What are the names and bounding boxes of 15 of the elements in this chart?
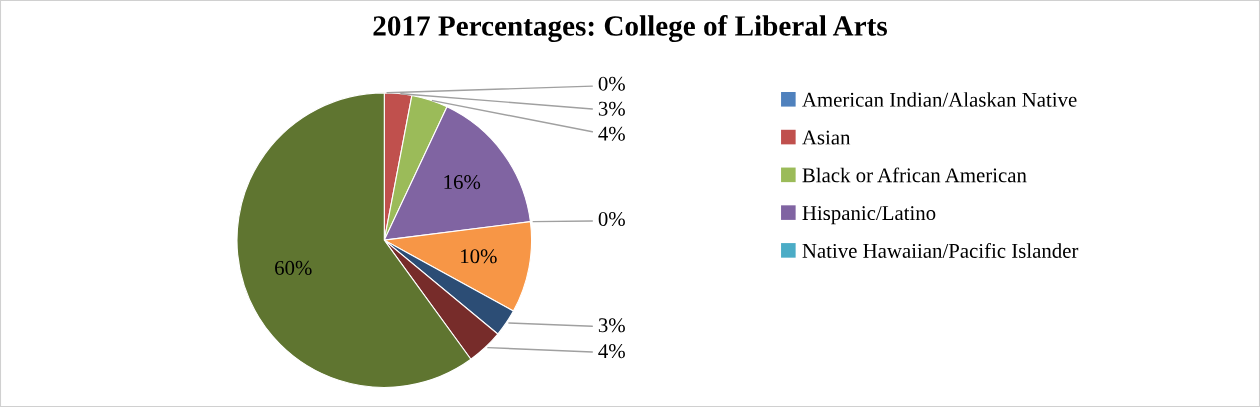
data-label: 3%	[598, 101, 625, 116]
legend-label: Black or African American	[802, 167, 1027, 183]
chart-title: 2017 Percentages: College of Liberal Arts	[373, 15, 887, 42]
legend-label: Hispanic/Latino	[802, 206, 936, 225]
data-label: 4%	[598, 344, 625, 359]
legend-label: Asian	[802, 130, 851, 145]
legend-label: American Indian/Alaskan Native	[802, 92, 1077, 107]
data-label: 60%	[275, 260, 312, 275]
legend-label: Native Hawaiian/Pacific Islander	[802, 243, 1079, 258]
data-label: 16%	[444, 175, 481, 190]
data-label: 10%	[461, 249, 497, 264]
text: 0%	[598, 211, 625, 227]
text: 0%	[598, 76, 625, 91]
data-label: 4%	[598, 126, 625, 141]
data-label: 3%	[598, 318, 625, 333]
